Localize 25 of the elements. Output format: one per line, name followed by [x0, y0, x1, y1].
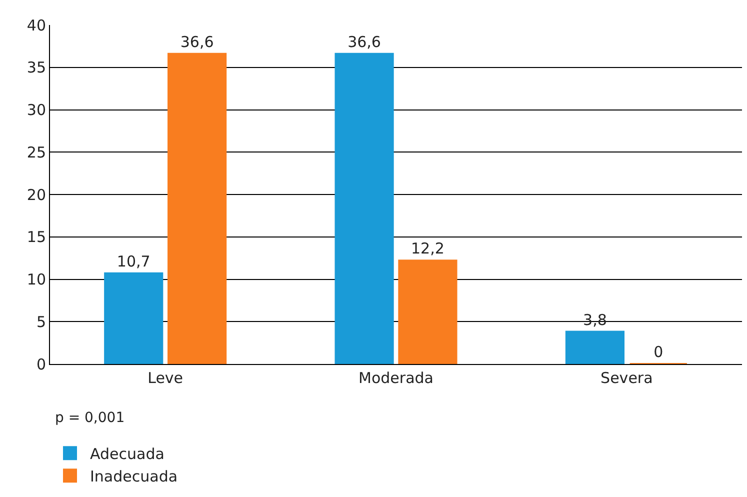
data-label: 0 [654, 343, 664, 361]
x-tick-label: Leve [148, 369, 184, 387]
x-tick-label: Moderada [358, 369, 434, 387]
data-label: 12,2 [411, 240, 444, 258]
bar [398, 260, 458, 364]
y-tick-label: 5 [36, 312, 46, 331]
bar [565, 330, 624, 364]
bar [168, 52, 227, 364]
legend-label: Inadecuada [90, 467, 178, 486]
y-tick-label: 40 [26, 16, 46, 34]
data-label: 36,6 [348, 32, 381, 51]
y-tick-label: 20 [26, 186, 46, 204]
data-label: 10,7 [116, 252, 150, 270]
x-tick-label: Severa [600, 369, 653, 387]
y-tick-label: 0 [36, 355, 46, 374]
y-tick-label: 25 [26, 143, 46, 162]
y-tick-label: 30 [26, 101, 46, 119]
bar [334, 52, 394, 364]
y-tick-label: 10 [26, 270, 46, 288]
bar [104, 272, 164, 364]
text: p = 0,001 [55, 410, 125, 426]
y-tick-label: 15 [26, 228, 46, 246]
data-label: 36,6 [180, 32, 214, 51]
legend-label: Adecuada [90, 444, 164, 463]
y-tick-label: 35 [26, 58, 46, 77]
